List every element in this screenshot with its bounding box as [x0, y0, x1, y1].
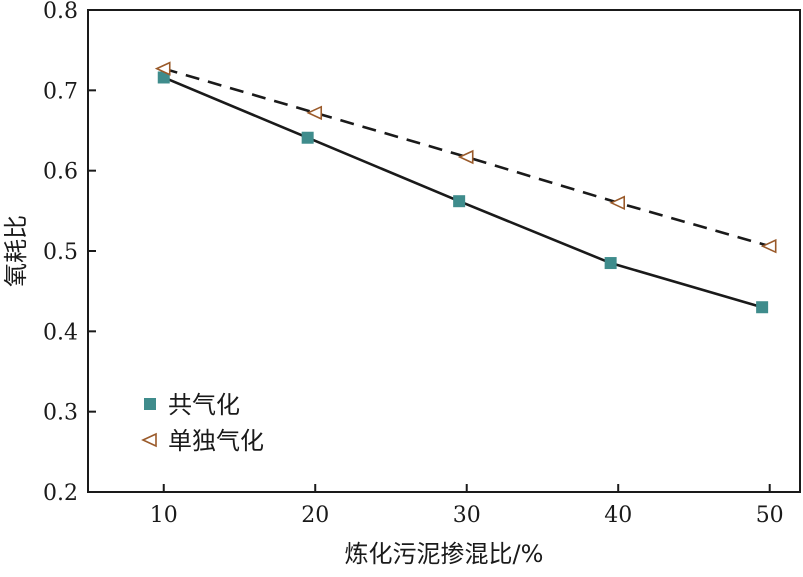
- plot-frame: [87, 9, 801, 493]
- y-tick-label: 0.7: [43, 79, 78, 104]
- x-axis-ticks: 10 20 30 40 50: [150, 484, 784, 528]
- data-point: [157, 71, 170, 84]
- data-point: [154, 61, 171, 76]
- legend-label: 共气化: [168, 391, 240, 419]
- x-tick-label: 40: [604, 503, 632, 528]
- data-point: [760, 238, 777, 254]
- y-tick-label: 0.2: [43, 481, 78, 506]
- series-lines: [163, 67, 771, 309]
- legend-marker: [144, 398, 156, 410]
- legend-marker: [141, 432, 157, 448]
- y-axis-label: 氧耗比: [2, 215, 30, 287]
- legend-label: 单独气化: [168, 427, 264, 455]
- data-point: [609, 195, 626, 211]
- y-tick-label: 0.8: [43, 0, 78, 24]
- data-point: [453, 195, 466, 208]
- y-tick-label: 0.4: [43, 320, 78, 345]
- data-point: [604, 257, 617, 270]
- x-tick-label: 50: [756, 503, 784, 528]
- series-line: [163, 76, 763, 309]
- x-tick-label: 10: [150, 503, 178, 528]
- y-axis-ticks: 0.2 0.3 0.4 0.5 0.6 0.7 0.8: [43, 0, 96, 506]
- y-tick-label: 0.5: [43, 240, 78, 265]
- series-line: [163, 67, 771, 248]
- x-tick-label: 20: [301, 503, 329, 528]
- y-tick-label: 0.6: [43, 160, 78, 185]
- data-point: [306, 105, 323, 121]
- series-markers: [154, 61, 777, 314]
- data-point: [756, 301, 769, 314]
- x-axis-label: 炼化污泥掺混比/%: [345, 540, 544, 568]
- y-tick-label: 0.3: [43, 401, 78, 426]
- data-point: [457, 149, 474, 165]
- data-point: [301, 131, 314, 144]
- x-tick-label: 30: [453, 503, 481, 528]
